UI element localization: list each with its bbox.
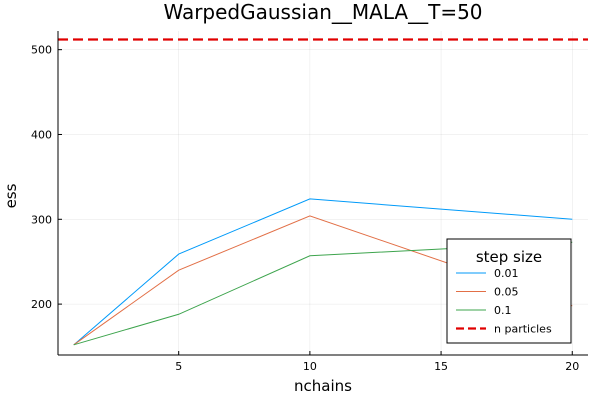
legend: step size 0.01 0.05 0.1 n particles bbox=[446, 238, 572, 344]
y-tick-label: 200 bbox=[31, 298, 52, 311]
x-tick-label: 10 bbox=[303, 360, 317, 373]
y-tick-label: 400 bbox=[31, 128, 52, 141]
legend-label-3: n particles bbox=[494, 323, 552, 336]
series-lines bbox=[58, 38, 588, 346]
x-axis-label: nchains bbox=[294, 377, 352, 395]
legend-items: 0.01 0.05 0.1 n particles bbox=[456, 267, 552, 336]
y-tick-label: 300 bbox=[31, 213, 52, 226]
x-tick-label: 15 bbox=[434, 360, 448, 373]
y-tick-label: 500 bbox=[31, 44, 52, 57]
axes bbox=[57, 31, 588, 356]
legend-label-1: 0.05 bbox=[494, 286, 519, 299]
legend-title: step size bbox=[476, 248, 542, 266]
grid bbox=[58, 31, 588, 355]
x-tick-label: 20 bbox=[565, 360, 579, 373]
legend-label-2: 0.1 bbox=[494, 304, 512, 317]
x-tick-label: 5 bbox=[175, 360, 182, 373]
legend-label-0: 0.01 bbox=[494, 267, 519, 280]
y-axis-label: ess bbox=[2, 183, 20, 208]
series-line-1 bbox=[73, 215, 573, 346]
tick-labels: 5 10 15 20 200 300 400 500 bbox=[31, 44, 579, 373]
series-line-2 bbox=[73, 241, 573, 346]
chart-title: WarpedGaussian__MALA__T=50 bbox=[163, 0, 482, 24]
series-line-0 bbox=[73, 198, 573, 346]
